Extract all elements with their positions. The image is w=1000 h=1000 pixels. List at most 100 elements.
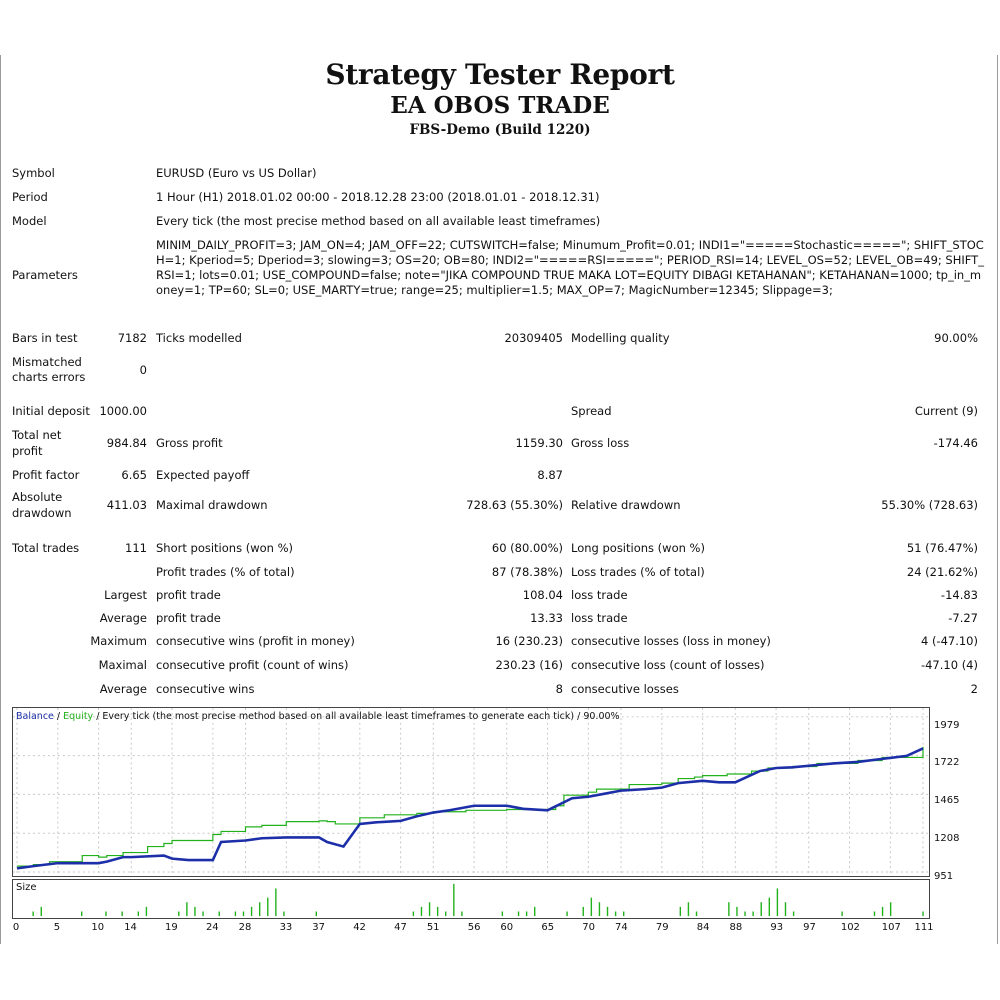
quality-value: 90.00% — [934, 331, 978, 345]
max-consec-profit-value: 230.23 (16) — [495, 658, 563, 672]
absdd-value: 411.03 — [106, 498, 147, 512]
x-tick-label: 24 — [205, 922, 219, 933]
legend-equity: Equity — [63, 711, 94, 722]
x-tick-label: 79 — [655, 922, 669, 933]
maxdd-value: 728.63 (55.30%) — [466, 498, 563, 512]
pf-value: 6.65 — [121, 468, 147, 482]
maxdd-label: Maximal drawdown — [156, 498, 268, 512]
avg-consec-losses-label: consecutive losses — [571, 682, 679, 696]
largest-loss-value: -14.83 — [940, 588, 978, 602]
bars-label: Bars in test — [12, 331, 78, 345]
symbol-value: EURUSD (Euro vs US Dollar) — [156, 166, 317, 180]
average-loss-value: -7.27 — [948, 611, 978, 625]
mismatch-value: 0 — [139, 363, 147, 377]
grossprofit-label: Gross profit — [156, 436, 223, 450]
long-value: 51 (76.47%) — [906, 541, 978, 555]
mismatch-label-line2: charts errors — [12, 370, 86, 384]
reldd-label: Relative drawdown — [571, 498, 681, 512]
largest-profit-value: 108.04 — [522, 588, 563, 602]
x-tick-label: 0 — [12, 922, 20, 933]
report-title: Strategy Tester Report — [325, 58, 675, 91]
ltrades-label: Loss trades (% of total) — [571, 565, 705, 579]
deposit-value: 1000.00 — [99, 404, 147, 418]
period-value: 1 Hour (H1) 2018.01.02 00:00 - 2018.12.2… — [156, 190, 600, 204]
balance-equity-chart — [12, 707, 930, 877]
legend-sep: / — [53, 711, 64, 722]
size-chart — [12, 879, 930, 919]
largest-loss-label: loss trade — [571, 588, 628, 602]
max-consec-loss-value: -47.10 (4) — [920, 658, 978, 672]
model-label: Model — [12, 214, 47, 228]
x-tick-label: 51 — [426, 922, 440, 933]
avg-consec-losses-value: 2 — [970, 682, 978, 696]
short-label: Short positions (won %) — [156, 541, 294, 555]
y-tick-label: 1465 — [934, 795, 960, 806]
reldd-value: 55.30% (728.63) — [881, 498, 978, 512]
period-label: Period — [12, 190, 48, 204]
model-value: Every tick (the most precise method base… — [156, 214, 601, 228]
trades-label: Total trades — [12, 541, 80, 555]
average-label: Average — [99, 611, 147, 625]
bars-value: 7182 — [117, 331, 147, 345]
x-tick-label: 107 — [881, 922, 901, 933]
long-label: Long positions (won %) — [571, 541, 705, 555]
netprofit-value: 984.84 — [106, 436, 147, 450]
chart-legend: Balance / Equity / Every tick (the most … — [16, 711, 620, 722]
server-build: FBS-Demo (Build 1220) — [409, 122, 591, 138]
netprofit-label-line2: profit — [12, 444, 43, 458]
y-tick-label: 1208 — [934, 833, 960, 844]
x-tick-label: 47 — [394, 922, 407, 933]
equity-series-line — [16, 746, 924, 867]
average-profit-label: profit trade — [156, 611, 221, 625]
x-tick-label: 70 — [582, 922, 595, 933]
balance-series-line — [16, 747, 924, 870]
quality-label: Modelling quality — [571, 331, 670, 345]
x-tick-label: 88 — [729, 922, 743, 933]
trades-value: 111 — [125, 541, 147, 555]
maximal-label: Maximal — [98, 658, 147, 672]
average-loss-label: loss trade — [571, 611, 628, 625]
symbol-label: Symbol — [12, 166, 55, 180]
max-consec-wins-label: consecutive wins (profit in money) — [156, 634, 355, 648]
absdd-label-line1: Absolute — [12, 490, 63, 504]
x-tick-label: 28 — [238, 922, 252, 933]
x-tick-label: 84 — [696, 922, 710, 933]
max-consec-losses-label: consecutive losses (loss in money) — [571, 634, 771, 648]
x-tick-label: 10 — [91, 922, 105, 933]
max-consec-loss-label: consecutive loss (count of losses) — [571, 658, 765, 672]
legend-description: / Every tick (the most precise method ba… — [93, 711, 620, 722]
pf-label: Profit factor — [12, 468, 80, 482]
ltrades-value: 24 (21.62%) — [906, 565, 978, 579]
payoff-label: Expected payoff — [156, 468, 250, 482]
x-tick-label: 65 — [541, 922, 555, 933]
ptrades-label: Profit trades (% of total) — [156, 565, 295, 579]
x-tick-label: 33 — [279, 922, 293, 933]
x-tick-label: 37 — [312, 922, 326, 933]
largest-label: Largest — [104, 588, 147, 602]
max-consec-wins-value: 16 (230.23) — [495, 634, 563, 648]
x-tick-label: 97 — [803, 922, 816, 933]
average2-label: Average — [99, 682, 147, 696]
mismatch-label-line1: Mismatched — [12, 355, 82, 369]
grossloss-value: -174.46 — [933, 436, 978, 450]
ea-name: EA OBOS TRADE — [390, 92, 610, 119]
spread-value: Current (9) — [914, 404, 978, 418]
y-tick-label: 1979 — [934, 720, 960, 731]
x-tick-label: 19 — [165, 922, 178, 933]
absdd-label-line2: drawdown — [12, 506, 72, 520]
average-profit-value: 13.33 — [530, 611, 563, 625]
max-consec-profit-label: consecutive profit (count of wins) — [156, 658, 349, 672]
x-tick-label: 42 — [353, 922, 366, 933]
grossprofit-value: 1159.30 — [515, 436, 563, 450]
x-tick-label: 5 — [53, 922, 61, 933]
avg-consec-wins-value: 8 — [555, 682, 563, 696]
parameters-label: Parameters — [12, 268, 78, 282]
x-tick-label: 56 — [467, 922, 481, 933]
deposit-label: Initial deposit — [12, 404, 90, 418]
max-consec-losses-value: 4 (-47.10) — [920, 634, 978, 648]
x-tick-label: 14 — [124, 922, 137, 933]
ticks-label: Ticks modelled — [156, 331, 242, 345]
x-tick-label: 102 — [840, 922, 860, 933]
ticks-value: 20309405 — [504, 331, 563, 345]
legend-balance: Balance — [16, 711, 54, 722]
